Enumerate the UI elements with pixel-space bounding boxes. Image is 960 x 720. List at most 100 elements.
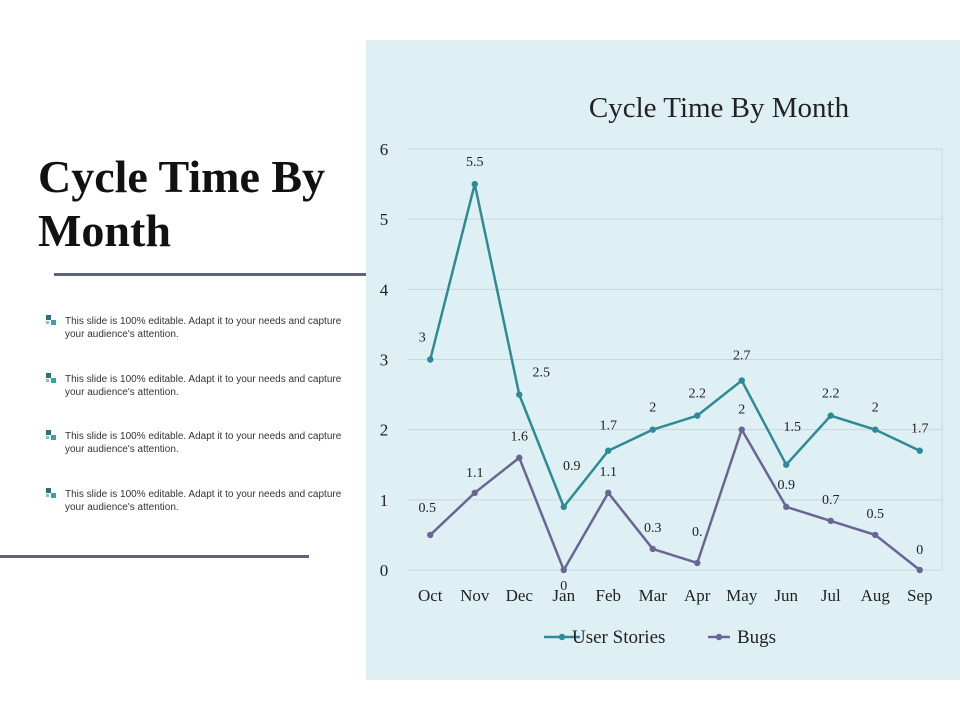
series-layer bbox=[427, 180, 923, 574]
y-tick-label: 3 bbox=[380, 351, 389, 370]
data-point bbox=[560, 503, 567, 511]
data-label: 2 bbox=[872, 401, 879, 416]
data-label: 1.1 bbox=[466, 466, 484, 481]
data-label: 2.5 bbox=[533, 366, 551, 381]
x-tick-label: Dec bbox=[506, 586, 534, 605]
data-point bbox=[649, 426, 656, 433]
data-label: 3 bbox=[419, 331, 426, 346]
data-point bbox=[516, 391, 523, 398]
data-label: 0.9 bbox=[563, 459, 581, 474]
square-bullet-icon bbox=[46, 315, 58, 327]
bullet-item: This slide is 100% editable. Adapt it to… bbox=[46, 372, 346, 431]
legend-label: User Stories bbox=[572, 627, 665, 648]
data-label: 1.5 bbox=[784, 420, 802, 435]
data-label: 0. bbox=[692, 525, 703, 540]
x-tick-label: Jun bbox=[774, 586, 798, 605]
x-tick-label: Sep bbox=[907, 586, 933, 605]
legend-label: Bugs bbox=[737, 627, 776, 648]
square-bullet-icon bbox=[46, 430, 58, 442]
data-label: 1.7 bbox=[911, 422, 929, 437]
data-point bbox=[427, 531, 434, 539]
data-label: 1.1 bbox=[600, 465, 618, 480]
x-tick-label: Mar bbox=[639, 586, 668, 605]
data-label: 2.2 bbox=[689, 387, 707, 402]
bullet-text: This slide is 100% editable. Adapt it to… bbox=[65, 316, 342, 340]
data-label: 0.9 bbox=[778, 478, 796, 493]
data-label: 2.2 bbox=[822, 387, 840, 402]
x-tick-label: Nov bbox=[460, 586, 490, 605]
series-line-user-stories bbox=[429, 183, 921, 510]
bullet-item: This slide is 100% editable. Adapt it to… bbox=[46, 430, 346, 488]
y-tick-label: 1 bbox=[380, 491, 389, 510]
data-point bbox=[827, 412, 834, 419]
square-bullet-icon bbox=[46, 372, 58, 385]
x-tick-label: May bbox=[726, 586, 758, 605]
x-tick-label: Aug bbox=[861, 586, 891, 605]
data-point bbox=[916, 447, 923, 454]
data-label: 2 bbox=[738, 403, 745, 418]
data-label: 0.5 bbox=[867, 507, 885, 522]
x-tick-label: Apr bbox=[684, 586, 711, 605]
y-tick-label: 6 bbox=[380, 140, 389, 159]
x-tick-label: Feb bbox=[596, 586, 622, 605]
data-point bbox=[783, 503, 790, 511]
data-label: 0 bbox=[916, 543, 923, 558]
bullet-text: This slide is 100% editable. Adapt it to… bbox=[65, 488, 342, 513]
data-point bbox=[427, 356, 434, 363]
y-tick-label: 0 bbox=[380, 561, 389, 580]
data-point bbox=[605, 447, 612, 454]
x-tick-label: Oct bbox=[418, 586, 443, 605]
data-point bbox=[694, 559, 701, 567]
legend-marker bbox=[715, 633, 723, 641]
legend-item: Bugs bbox=[708, 627, 776, 648]
gridlines bbox=[408, 148, 943, 571]
data-point bbox=[694, 412, 701, 419]
chart-panel: Cycle Time By Month 0 1 2 3 4 5 6 Oct Nov Dec Jan… bbox=[366, 40, 960, 680]
data-point bbox=[827, 517, 834, 525]
data-point bbox=[605, 489, 612, 497]
y-tick-label: 2 bbox=[380, 421, 389, 440]
data-point bbox=[471, 180, 478, 188]
y-tick-label: 5 bbox=[380, 210, 389, 229]
bullet-item: This slide is 100% editable. Adapt it to… bbox=[46, 487, 346, 546]
data-point bbox=[738, 426, 745, 433]
bullet-list: This slide is 100% editable. Adapt it to… bbox=[46, 315, 346, 545]
chart-legend: User Stories Bugs bbox=[544, 627, 776, 648]
bullet-item: This slide is 100% editable. Adapt it to… bbox=[46, 315, 346, 373]
bullet-text: This slide is 100% editable. Adapt it to… bbox=[65, 431, 342, 455]
line-chart: Cycle Time By Month 0 1 2 3 4 5 6 Oct Nov Dec Jan… bbox=[380, 92, 943, 648]
data-label: 0.5 bbox=[419, 501, 437, 516]
y-tick-label: 4 bbox=[380, 280, 389, 299]
data-point bbox=[516, 454, 523, 461]
chart-title: Cycle Time By Month bbox=[589, 92, 850, 124]
data-label: 1.6 bbox=[511, 430, 529, 445]
data-point bbox=[916, 566, 923, 574]
slide-title: Cycle Time By Month bbox=[38, 151, 326, 256]
title-divider bbox=[54, 273, 380, 276]
data-point bbox=[872, 531, 879, 539]
x-tick-label: Jul bbox=[821, 586, 841, 605]
data-label: 5.5 bbox=[466, 155, 484, 170]
square-bullet-icon bbox=[46, 487, 58, 500]
data-point bbox=[471, 489, 478, 497]
legend-item: User Stories bbox=[544, 627, 665, 648]
data-label: 2 bbox=[649, 401, 656, 416]
bullet-text: This slide is 100% editable. Adapt it to… bbox=[65, 373, 342, 398]
data-labels: 3 5.5 2.5 0.9 1.7 2 2.2 2.7 1.5 2.2 2 1.7 0.5 1.1 1.6 0… bbox=[419, 155, 929, 594]
x-tick-label: Jan bbox=[552, 586, 575, 605]
data-label: 0.7 bbox=[822, 493, 840, 508]
bottom-divider bbox=[0, 555, 309, 558]
data-label: 0 bbox=[560, 579, 567, 594]
data-point bbox=[872, 426, 879, 433]
x-axis: Oct Nov Dec Jan Feb Mar Apr May Jun Jul Aug Sep bbox=[418, 586, 933, 605]
data-label: 0.3 bbox=[644, 521, 662, 536]
y-axis: 0 1 2 3 4 5 6 bbox=[380, 140, 389, 580]
data-point bbox=[560, 566, 567, 574]
data-point bbox=[738, 377, 745, 384]
data-point bbox=[649, 545, 656, 553]
series-line-bugs bbox=[429, 426, 921, 573]
data-label: 2.7 bbox=[733, 349, 751, 364]
legend-marker bbox=[558, 633, 566, 641]
data-point bbox=[783, 461, 790, 468]
data-label: 1.7 bbox=[600, 419, 618, 434]
